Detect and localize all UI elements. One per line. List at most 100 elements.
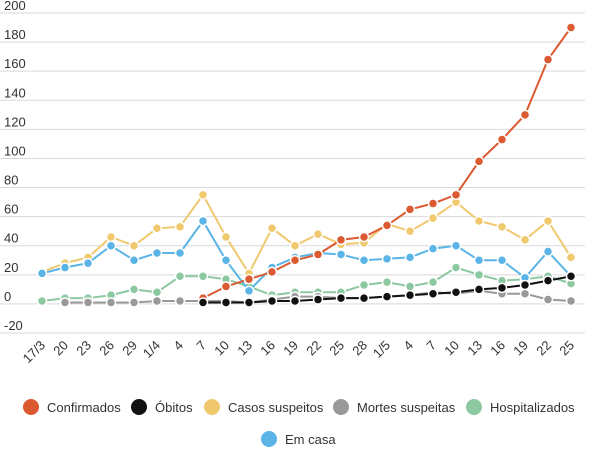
data-point-em-casa[interactable] <box>151 247 163 259</box>
data-point-casos-suspeitos[interactable] <box>105 231 117 243</box>
data-point-obitos[interactable] <box>243 297 255 308</box>
data-point-obitos[interactable] <box>565 271 577 282</box>
data-point-mortes-suspeitas[interactable] <box>82 297 94 308</box>
data-point-hospitalizados[interactable] <box>151 287 163 298</box>
data-point-confirmados[interactable] <box>312 249 324 260</box>
data-point-obitos[interactable] <box>427 288 439 299</box>
data-point-obitos[interactable] <box>358 292 370 304</box>
data-point-mortes-suspeitas[interactable] <box>151 295 163 307</box>
x-tick-label: 10 <box>441 338 462 359</box>
data-point-casos-suspeitos[interactable] <box>496 221 508 233</box>
data-point-confirmados[interactable] <box>565 22 577 33</box>
data-point-confirmados[interactable] <box>496 134 508 145</box>
data-point-em-casa[interactable] <box>82 257 94 269</box>
data-point-mortes-suspeitas[interactable] <box>59 297 71 308</box>
data-point-em-casa[interactable] <box>542 246 554 257</box>
data-point-hospitalizados[interactable] <box>197 271 209 282</box>
x-tick-label: 19 <box>510 338 531 359</box>
series-layer <box>36 22 577 308</box>
data-point-obitos[interactable] <box>404 289 416 301</box>
data-point-obitos[interactable] <box>450 287 462 298</box>
data-point-confirmados[interactable] <box>335 234 347 246</box>
x-tick-label: 17/3 <box>20 338 49 367</box>
data-point-mortes-suspeitas[interactable] <box>565 295 577 307</box>
data-point-em-casa[interactable] <box>243 285 255 297</box>
data-point-casos-suspeitos[interactable] <box>473 215 485 227</box>
data-point-casos-suspeitos[interactable] <box>565 252 577 263</box>
data-point-mortes-suspeitas[interactable] <box>542 294 554 305</box>
data-point-confirmados[interactable] <box>381 220 393 231</box>
data-point-casos-suspeitos[interactable] <box>312 228 324 240</box>
data-point-em-casa[interactable] <box>36 268 48 279</box>
data-point-confirmados[interactable] <box>243 273 255 285</box>
data-point-casos-suspeitos[interactable] <box>404 225 416 237</box>
data-point-casos-suspeitos[interactable] <box>519 234 531 246</box>
data-point-em-casa[interactable] <box>105 240 117 251</box>
y-tick-label: 160 <box>4 56 26 71</box>
data-point-hospitalizados[interactable] <box>450 262 462 273</box>
x-tick-label: 20 <box>50 338 71 359</box>
data-point-obitos[interactable] <box>381 291 393 302</box>
data-point-mortes-suspeitas[interactable] <box>519 288 531 299</box>
data-point-obitos[interactable] <box>197 297 209 308</box>
data-point-casos-suspeitos[interactable] <box>220 231 232 243</box>
data-point-hospitalizados[interactable] <box>174 271 186 282</box>
data-point-obitos[interactable] <box>473 284 485 295</box>
data-point-em-casa[interactable] <box>381 253 393 265</box>
data-point-em-casa[interactable] <box>473 255 485 266</box>
data-point-casos-suspeitos[interactable] <box>542 215 554 227</box>
data-point-confirmados[interactable] <box>220 281 232 292</box>
data-point-hospitalizados[interactable] <box>358 279 370 291</box>
data-point-obitos[interactable] <box>335 292 347 304</box>
data-point-obitos[interactable] <box>519 279 531 291</box>
data-point-mortes-suspeitas[interactable] <box>128 297 140 308</box>
y-tick-label: 140 <box>4 85 26 100</box>
data-point-confirmados[interactable] <box>473 156 485 167</box>
data-point-obitos[interactable] <box>542 275 554 286</box>
data-point-confirmados[interactable] <box>519 109 531 121</box>
data-point-em-casa[interactable] <box>335 249 347 260</box>
data-point-hospitalizados[interactable] <box>404 281 416 292</box>
data-point-em-casa[interactable] <box>220 255 232 266</box>
data-point-casos-suspeitos[interactable] <box>151 223 163 234</box>
data-point-obitos[interactable] <box>220 297 232 308</box>
data-point-hospitalizados[interactable] <box>36 295 48 307</box>
data-point-em-casa[interactable] <box>450 240 462 251</box>
series-line-casos-suspeitos <box>41 192 572 276</box>
data-point-em-casa[interactable] <box>197 215 209 227</box>
y-axis-tick-labels: -20 0 20 40 60 80 100 120 140 160 180 200 <box>4 0 26 333</box>
data-point-confirmados[interactable] <box>450 189 462 201</box>
x-tick-label: 1/4 <box>140 338 163 361</box>
data-point-casos-suspeitos[interactable] <box>266 223 278 234</box>
data-point-obitos[interactable] <box>289 295 301 307</box>
data-point-mortes-suspeitas[interactable] <box>105 297 117 308</box>
data-point-em-casa[interactable] <box>496 255 508 266</box>
data-point-casos-suspeitos[interactable] <box>128 240 140 251</box>
data-point-hospitalizados[interactable] <box>128 284 140 295</box>
data-point-casos-suspeitos[interactable] <box>174 221 186 233</box>
data-point-em-casa[interactable] <box>404 252 416 263</box>
data-point-obitos[interactable] <box>312 294 324 305</box>
data-point-casos-suspeitos[interactable] <box>427 212 439 224</box>
data-point-mortes-suspeitas[interactable] <box>174 295 186 307</box>
data-point-em-casa[interactable] <box>59 262 71 273</box>
data-point-hospitalizados[interactable] <box>427 276 439 288</box>
data-point-confirmados[interactable] <box>358 231 370 243</box>
data-point-confirmados[interactable] <box>542 54 554 65</box>
data-point-casos-suspeitos[interactable] <box>197 189 209 201</box>
data-point-obitos[interactable] <box>496 282 508 294</box>
x-tick-label: 19 <box>280 338 301 359</box>
data-point-em-casa[interactable] <box>174 247 186 259</box>
series-line-em-casa <box>41 219 572 293</box>
data-point-casos-suspeitos[interactable] <box>289 240 301 251</box>
data-point-hospitalizados[interactable] <box>381 276 393 288</box>
data-point-confirmados[interactable] <box>289 255 301 266</box>
data-point-hospitalizados[interactable] <box>473 269 485 281</box>
data-point-em-casa[interactable] <box>358 255 370 266</box>
data-point-confirmados[interactable] <box>404 204 416 215</box>
data-point-em-casa[interactable] <box>427 243 439 254</box>
data-point-em-casa[interactable] <box>128 255 140 266</box>
data-point-obitos[interactable] <box>266 295 278 307</box>
data-point-confirmados[interactable] <box>266 266 278 278</box>
data-point-confirmados[interactable] <box>427 198 439 209</box>
